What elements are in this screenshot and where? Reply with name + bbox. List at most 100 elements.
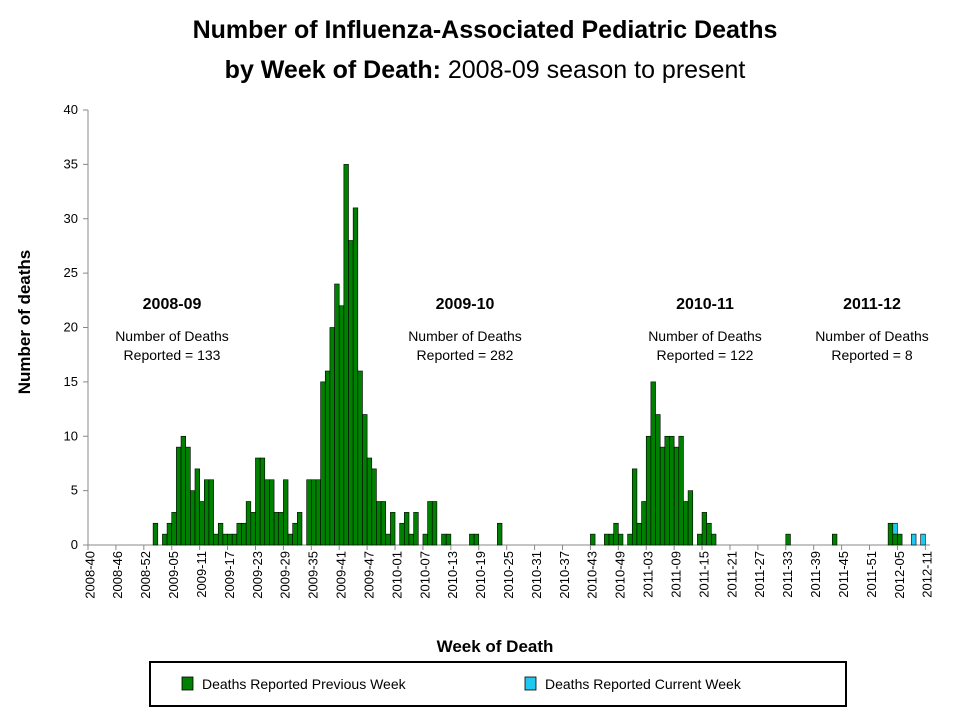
bar — [273, 512, 280, 546]
y-tick-label: 10 — [64, 428, 78, 443]
bar — [673, 446, 680, 546]
bar — [441, 533, 447, 546]
bar — [785, 533, 791, 546]
bar — [920, 533, 926, 546]
bar — [166, 522, 173, 546]
x-tick-label: 2011-03 — [641, 551, 656, 598]
bar — [227, 533, 233, 546]
bar — [297, 512, 303, 546]
bar — [892, 533, 898, 546]
bar — [687, 490, 694, 546]
y-tick-label: 40 — [64, 102, 78, 117]
bar — [604, 533, 610, 546]
annotation-text: Number of Deaths — [648, 328, 762, 344]
bar — [371, 468, 377, 546]
bar — [431, 501, 438, 546]
bar — [283, 479, 289, 546]
bar — [645, 435, 652, 546]
bar — [445, 533, 452, 546]
bar — [897, 533, 903, 546]
legend-box — [149, 661, 847, 707]
bar — [683, 501, 689, 546]
y-tick-label: 15 — [64, 374, 78, 389]
bar — [669, 435, 675, 546]
x-tick-label: 2011-09 — [668, 551, 683, 598]
y-tick-label: 0 — [71, 537, 78, 552]
bar — [618, 533, 624, 546]
bar — [887, 522, 894, 546]
bar — [152, 522, 159, 546]
bar — [199, 501, 205, 546]
bar — [231, 533, 238, 546]
annotation-text: Number of Deaths — [408, 328, 522, 344]
bar — [613, 522, 619, 546]
bar — [408, 533, 414, 546]
annotation-text: Reported = 133 — [124, 347, 221, 363]
y-tick-label: 20 — [64, 320, 78, 335]
bar — [711, 533, 717, 546]
bar — [190, 490, 196, 546]
annotation-text: Reported = 282 — [417, 347, 514, 363]
legend-label: Deaths Reported Current Week — [545, 676, 742, 692]
x-tick-label: 2009-11 — [194, 551, 209, 598]
bar — [631, 468, 638, 546]
bar — [264, 479, 270, 546]
bar — [473, 533, 480, 546]
chart-title: by Week of Death: 2008-09 season to pres… — [225, 56, 746, 84]
x-tick-label: 2010-19 — [473, 551, 488, 599]
bar — [659, 446, 666, 546]
bar — [259, 457, 266, 546]
x-tick-label: 2011-27 — [752, 551, 767, 598]
bar — [176, 446, 182, 546]
x-tick-label: 2010-01 — [389, 551, 404, 599]
bar — [911, 533, 917, 546]
annotation-text: Reported = 122 — [657, 347, 754, 363]
y-tick-label: 30 — [64, 211, 78, 226]
bar — [636, 522, 642, 546]
bar — [641, 501, 647, 546]
y-tick-label: 5 — [71, 483, 78, 498]
annotation-text: Reported = 8 — [831, 347, 913, 363]
x-tick-label: 2011-21 — [724, 551, 739, 598]
chart-title-rest: 2008-09 season to present — [448, 56, 745, 84]
bar — [352, 207, 359, 546]
bar — [343, 164, 349, 546]
x-tick-label: 2008-40 — [82, 551, 97, 599]
bar — [217, 522, 224, 546]
x-tick-label: 2009-23 — [250, 551, 265, 599]
x-tick-label: 2011-15 — [696, 551, 711, 598]
bar — [310, 479, 317, 546]
x-tick-label: 2011-45 — [836, 551, 851, 598]
bar — [236, 522, 242, 546]
bar — [422, 533, 428, 546]
bar — [497, 522, 503, 546]
bar — [678, 435, 684, 546]
annotation-title: 2009-10 — [436, 296, 495, 313]
bar — [208, 479, 214, 546]
bar — [194, 468, 200, 546]
bar — [655, 414, 661, 546]
x-tick-label: 2009-35 — [306, 551, 321, 599]
chart-title: Number of Influenza-Associated Pediatric… — [193, 16, 778, 44]
annotation-title: 2011-12 — [843, 296, 901, 313]
bar — [185, 446, 191, 546]
x-tick-label: 2012-11 — [920, 551, 935, 598]
bar — [292, 522, 298, 546]
y-tick-label: 35 — [64, 156, 78, 171]
bar — [590, 533, 596, 546]
bar — [892, 522, 898, 535]
bar — [469, 533, 475, 546]
bar — [320, 381, 326, 546]
bar — [222, 533, 228, 546]
bar — [287, 533, 293, 546]
bar — [366, 457, 373, 546]
y-tick-label: 25 — [64, 265, 78, 280]
bar — [650, 381, 656, 546]
bar — [390, 512, 396, 546]
bar — [404, 512, 410, 546]
x-tick-label: 2010-25 — [501, 551, 516, 599]
bar — [329, 327, 335, 546]
chart-title-bold: by Week of Death: — [225, 56, 441, 84]
